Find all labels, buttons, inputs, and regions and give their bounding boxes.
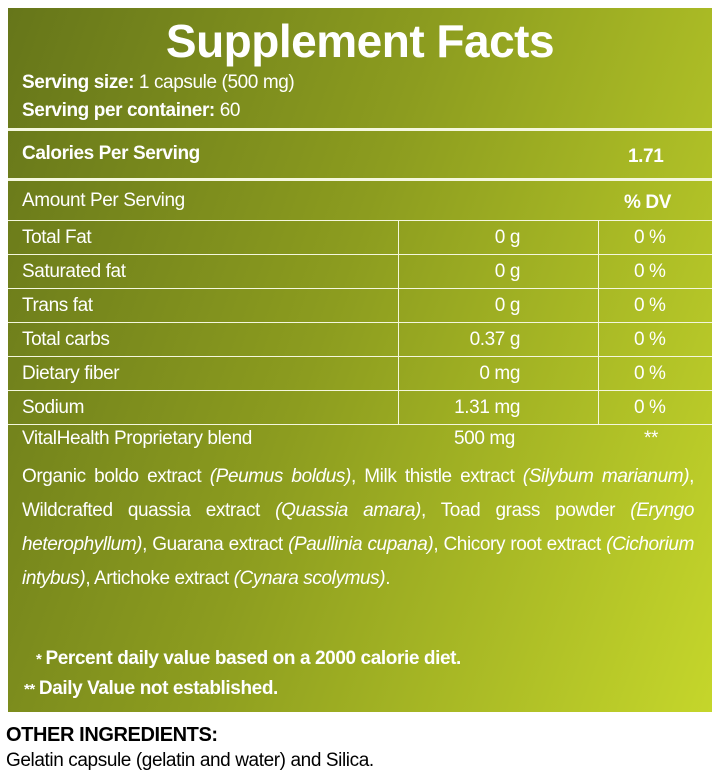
col-divider: [598, 255, 599, 289]
nutrient-dv: 0 %: [634, 329, 666, 350]
nutrient-row: Sodium 1.31 mg 0 %: [8, 390, 712, 425]
serving-per-container: Serving per container: 60: [22, 100, 241, 122]
footnote-text: Daily Value not established.: [38, 678, 278, 699]
header-dv: % DV: [624, 192, 671, 213]
ingredient-latin: (Peumus boldus): [209, 466, 352, 487]
ingredient-text: , Milk thistle extract: [350, 466, 523, 487]
nutrient-name: Saturated fat: [22, 261, 126, 282]
ingredients: Organic boldo extract (Peumus boldus), M…: [22, 460, 694, 596]
nutrient-name: Sodium: [22, 397, 85, 418]
col-divider: [398, 357, 399, 391]
footnote-text: Percent daily value based on a 2000 calo…: [45, 648, 461, 669]
col-divider: [598, 323, 599, 357]
nutrient-row: Trans fat 0 g 0 %: [8, 288, 712, 323]
col-divider: [398, 323, 399, 357]
ingredient-text: , Chicory root extract: [433, 534, 607, 555]
nutrient-dv: 0 %: [634, 397, 666, 418]
ingredient-latin: (Silybum marianum): [522, 466, 690, 487]
nutrient-name: Total carbs: [22, 329, 110, 350]
nutrient-amount: 0 g: [494, 227, 521, 248]
footnote: * Percent daily value based on a 2000 cal…: [24, 648, 461, 670]
nutrient-name: Trans fat: [22, 295, 93, 316]
nutrient-row: Dietary fiber 0 mg 0 %: [8, 356, 712, 391]
value: 1 capsule (500 mg): [138, 72, 295, 93]
blend-amount: 500 mg: [454, 428, 515, 449]
ingredient-text: , Guarana extract: [142, 534, 289, 555]
col-divider: [398, 289, 399, 323]
footnote: ** Daily Value not established.: [24, 678, 278, 700]
nutrient-dv: 0 %: [634, 227, 666, 248]
col-divider: [398, 391, 399, 425]
nutrient-name: Total Fat: [22, 227, 92, 248]
nutrient-row: Total Fat 0 g 0 %: [8, 220, 712, 255]
nutrient-dv: 0 %: [634, 363, 666, 384]
col-divider: [598, 391, 599, 425]
ingredient-text: Organic boldo extract: [22, 466, 210, 487]
calories-value: 1.71: [628, 146, 664, 167]
col-divider: [398, 255, 399, 289]
label: Serving per container:: [22, 100, 215, 121]
nutrient-row: Total carbs 0.37 g 0 %: [8, 322, 712, 357]
rule: [8, 424, 712, 425]
col-divider: [598, 357, 599, 391]
nutrient-dv: 0 %: [634, 295, 666, 316]
blend-name: VitalHealth Proprietary blend: [22, 428, 252, 449]
nutrient-amount: 1.31 mg: [454, 397, 520, 418]
serving-size: Serving size: 1 capsule (500 mg): [22, 72, 295, 94]
nutrient-row: Saturated fat 0 g 0 %: [8, 254, 712, 289]
nutrient-amount: 0 g: [494, 261, 521, 282]
title: Supplement Facts: [165, 15, 555, 67]
supplement-panel: Supplement Facts Serving size: 1 capsule…: [8, 8, 712, 712]
ingredient-latin: (Cichorium intybus): [22, 534, 695, 589]
col-divider: [598, 289, 599, 323]
col-divider: [598, 221, 599, 255]
calories-label: Calories Per Serving: [22, 143, 200, 164]
value: 60: [219, 100, 241, 121]
ingredient-text: , Toad grass powder: [420, 500, 631, 521]
other-text: Gelatin capsule (gelatin and water) and …: [6, 750, 374, 771]
ingredient-latin: (Cynara scolymus): [233, 568, 386, 589]
ingredient-text: , Wildcrafted quassia extract: [22, 466, 695, 521]
other-title: OTHER INGREDIENTS:: [6, 724, 218, 746]
nutrient-dv: 0 %: [634, 261, 666, 282]
header-amount: Amount Per Serving: [22, 190, 185, 211]
footnote-mark: *: [36, 651, 42, 668]
ingredient-latin: (Eryngo heterophyllum): [22, 500, 694, 555]
rule: [8, 178, 712, 181]
ingredient-latin: (Quassia amara): [275, 500, 421, 521]
ingredient-latin: (Paullinia cupana): [288, 534, 434, 555]
label: Serving size:: [22, 72, 135, 93]
rule: [8, 128, 712, 131]
ingredient-text: , Artichoke extract: [85, 568, 234, 589]
ingredient-text: .: [385, 568, 391, 589]
nutrient-amount: 0 g: [494, 295, 521, 316]
nutrient-name: Dietary fiber: [22, 363, 120, 384]
nutrient-amount: 0 mg: [479, 363, 520, 384]
nutrient-amount: 0.37 g: [469, 329, 521, 350]
footnote-mark: **: [24, 681, 35, 698]
blend-dv: **: [644, 428, 658, 449]
col-divider: [398, 221, 399, 255]
